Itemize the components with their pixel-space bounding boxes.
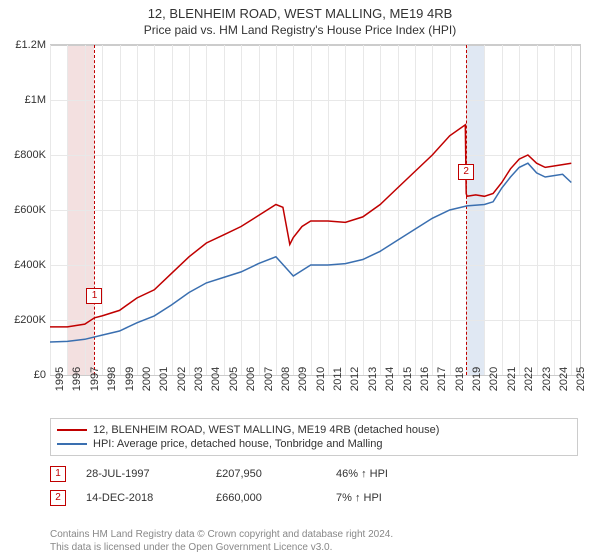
line-chart <box>50 45 580 375</box>
x-tick-label: 2024 <box>558 367 570 391</box>
sale-delta: 46% ↑ HPI <box>336 468 388 480</box>
y-tick-label: £1M <box>25 94 46 106</box>
sale-price: £207,950 <box>216 468 336 480</box>
x-tick-label: 2022 <box>523 367 535 391</box>
x-tick-label: 2021 <box>506 367 518 391</box>
y-tick-label: £200K <box>14 314 46 326</box>
page-subtitle: Price paid vs. HM Land Registry's House … <box>0 21 600 41</box>
sale-delta: 7% ↑ HPI <box>336 492 382 504</box>
sale-index-marker: 2 <box>50 490 66 506</box>
x-tick-label: 1997 <box>89 367 101 391</box>
y-tick-label: £1.2M <box>15 39 46 51</box>
x-tick-label: 1998 <box>106 367 118 391</box>
sale-marker: 1 <box>86 288 102 304</box>
x-tick-label: 2017 <box>436 367 448 391</box>
x-tick-label: 2006 <box>245 367 257 391</box>
x-tick-label: 2016 <box>419 367 431 391</box>
x-tick-label: 2020 <box>488 367 500 391</box>
legend-swatch <box>57 429 87 431</box>
sales-table: 1 28-JUL-1997£207,95046% ↑ HPI 2 14-DEC-201… <box>50 462 580 510</box>
x-tick-label: 2008 <box>280 367 292 391</box>
x-tick-label: 2001 <box>158 367 170 391</box>
x-tick-label: 2007 <box>263 367 275 391</box>
x-tick-label: 2011 <box>332 367 344 391</box>
x-tick-label: 2005 <box>228 367 240 391</box>
x-tick-label: 2003 <box>193 367 205 391</box>
legend: 12, BLENHEIM ROAD, WEST MALLING, ME19 4R… <box>50 418 578 456</box>
x-tick-label: 2009 <box>297 367 309 391</box>
page-title: 12, BLENHEIM ROAD, WEST MALLING, ME19 4R… <box>0 0 600 21</box>
sales-row: 2 14-DEC-2018£660,0007% ↑ HPI <box>50 486 580 510</box>
x-tick-label: 2000 <box>141 367 153 391</box>
x-tick-label: 2025 <box>575 367 587 391</box>
x-tick-label: 1996 <box>71 367 83 391</box>
x-tick-label: 1999 <box>124 367 136 391</box>
x-tick-label: 2012 <box>349 367 361 391</box>
x-tick-label: 2023 <box>541 367 553 391</box>
legend-swatch <box>57 443 87 445</box>
footer-line-2: This data is licensed under the Open Gov… <box>50 541 393 554</box>
sale-date: 14-DEC-2018 <box>86 492 216 504</box>
x-tick-label: 2002 <box>176 367 188 391</box>
x-tick-label: 2010 <box>315 367 327 391</box>
legend-label: HPI: Average price, detached house, Tonb… <box>93 438 382 450</box>
x-tick-label: 2004 <box>210 367 222 391</box>
sale-date: 28-JUL-1997 <box>86 468 216 480</box>
footer-line-1: Contains HM Land Registry data © Crown c… <box>50 528 393 541</box>
series-hpi <box>50 163 571 342</box>
legend-row: HPI: Average price, detached house, Tonb… <box>57 437 571 451</box>
sales-row: 1 28-JUL-1997£207,95046% ↑ HPI <box>50 462 580 486</box>
series-property <box>50 125 571 327</box>
y-tick-label: £800K <box>14 149 46 161</box>
x-tick-label: 1995 <box>54 367 66 391</box>
x-tick-label: 2014 <box>384 367 396 391</box>
footer-attribution: Contains HM Land Registry data © Crown c… <box>50 528 393 554</box>
y-tick-label: £600K <box>14 204 46 216</box>
chart-area: 12 £0£200K£400K£600K£800K£1M£1.2M 199519… <box>50 44 581 375</box>
legend-label: 12, BLENHEIM ROAD, WEST MALLING, ME19 4R… <box>93 424 439 436</box>
sale-price: £660,000 <box>216 492 336 504</box>
y-tick-label: £400K <box>14 259 46 271</box>
x-tick-label: 2019 <box>471 367 483 391</box>
x-tick-label: 2015 <box>402 367 414 391</box>
x-tick-label: 2013 <box>367 367 379 391</box>
y-tick-label: £0 <box>34 369 46 381</box>
legend-row: 12, BLENHEIM ROAD, WEST MALLING, ME19 4R… <box>57 423 571 437</box>
sale-index-marker: 1 <box>50 466 66 482</box>
x-tick-label: 2018 <box>454 367 466 391</box>
sale-marker: 2 <box>458 164 474 180</box>
